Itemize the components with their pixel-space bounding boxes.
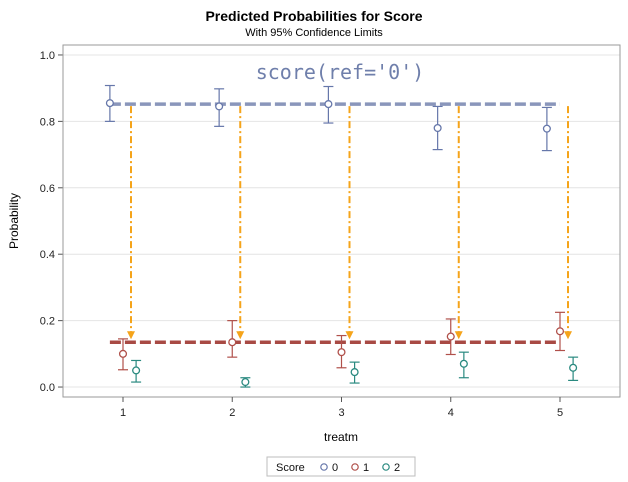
x-tick-label: 1 <box>120 407 126 419</box>
legend-marker-score-2 <box>382 463 390 471</box>
legend-box <box>266 456 416 477</box>
y-tick-label: 0.6 <box>40 183 55 195</box>
x-tick-label: 5 <box>557 407 563 419</box>
y-tick-label: 0.0 <box>40 382 55 394</box>
legend: Score 0 1 2 <box>266 456 416 477</box>
point-score-0 <box>105 99 114 108</box>
point-score-1 <box>118 349 128 358</box>
legend-label-score-0: 0 <box>332 462 338 474</box>
legend-marker-score-1 <box>351 463 359 471</box>
chart-title: Predicted Probabilities for Score <box>205 8 422 24</box>
point-score-1 <box>446 332 455 341</box>
y-tick-label: 0.8 <box>40 116 55 128</box>
arrow-head <box>127 331 135 340</box>
point-score-0 <box>542 124 551 133</box>
arrow-head <box>564 331 572 340</box>
point-score-2 <box>569 363 578 372</box>
y-tick-label: 0.4 <box>40 249 55 261</box>
x-tick-label: 3 <box>338 407 344 419</box>
point-score-2 <box>350 368 359 377</box>
x-tick-label: 4 <box>448 407 454 419</box>
point-score-1 <box>228 338 237 347</box>
point-score-0 <box>433 123 442 133</box>
legend-label-score-1: 1 <box>363 462 369 474</box>
y-tick-label: 1.0 <box>40 50 55 62</box>
legend-marker-score-0 <box>320 463 328 471</box>
legend-title: Score <box>276 462 305 474</box>
arrow-head <box>236 331 245 340</box>
plot-area: 0.0 0.2 0.4 0.6 0.8 1.0 1 2 3 4 5 score(ref='0') <box>40 44 621 419</box>
legend-label-score-2: 2 <box>394 462 400 474</box>
point-score-1 <box>555 327 565 336</box>
x-axis-label: treatm <box>324 430 358 444</box>
point-score-1 <box>337 348 346 357</box>
chart-subtitle: With 95% Confidence Limits <box>245 27 383 39</box>
point-score-0 <box>215 102 224 111</box>
point-score-2 <box>241 378 250 387</box>
arrow-head <box>454 331 463 340</box>
arrow-head <box>345 331 354 340</box>
point-score-2 <box>459 359 468 368</box>
point-score-0 <box>324 100 333 109</box>
y-tick-label: 0.2 <box>40 316 55 328</box>
y-axis-label: Probability <box>7 193 21 249</box>
annotation-label: score(ref='0') <box>256 60 425 84</box>
point-score-2 <box>132 366 141 375</box>
x-tick-label: 2 <box>229 407 235 419</box>
